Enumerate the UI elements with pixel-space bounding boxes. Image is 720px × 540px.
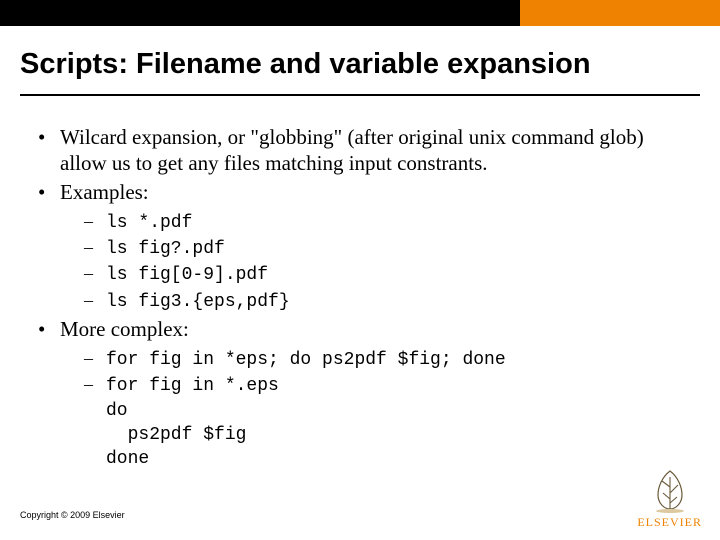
slide-body: Wilcard expansion, or "globbing" (after …	[38, 122, 686, 474]
bullet-text: Examples:	[60, 180, 149, 204]
title-underline	[20, 94, 700, 96]
copyright-text: Copyright © 2009 Elsevier	[20, 510, 125, 520]
list-item: ls fig3.{eps,pdf}	[84, 288, 686, 314]
tree-icon	[648, 467, 692, 513]
code-text: ls fig?.pdf	[106, 239, 225, 259]
code-text: for fig in *.eps	[106, 376, 279, 396]
code-text: ls *.pdf	[106, 213, 192, 233]
list-item: Examples: ls *.pdf ls fig?.pdf ls fig[0-…	[38, 179, 686, 314]
bullet-text: More complex:	[60, 317, 189, 341]
list-item: More complex: for fig in *eps; do ps2pdf…	[38, 316, 686, 472]
list-item: ls fig?.pdf	[84, 235, 686, 261]
code-text: ls fig[0-9].pdf	[106, 265, 268, 285]
list-item: for fig in *eps; do ps2pdf $fig; done	[84, 346, 686, 372]
logo-label: ELSEVIER	[637, 515, 702, 530]
code-block: do ps2pdf $fig done	[106, 399, 686, 472]
sub-list: ls *.pdf ls fig?.pdf ls fig[0-9].pdf ls …	[60, 209, 686, 314]
list-item: Wilcard expansion, or "globbing" (after …	[38, 124, 686, 177]
top-bar-accent	[520, 0, 720, 26]
code-text: ls fig3.{eps,pdf}	[106, 292, 290, 312]
list-item: ls *.pdf	[84, 209, 686, 235]
top-bar	[0, 0, 720, 26]
slide-title: Scripts: Filename and variable expansion	[20, 48, 700, 81]
list-item: ls fig[0-9].pdf	[84, 261, 686, 287]
slide: Scripts: Filename and variable expansion…	[0, 0, 720, 540]
bullet-list: Wilcard expansion, or "globbing" (after …	[38, 124, 686, 472]
publisher-logo: ELSEVIER	[637, 467, 702, 530]
title-wrap: Scripts: Filename and variable expansion	[20, 48, 700, 81]
sub-list: for fig in *eps; do ps2pdf $fig; done fo…	[60, 346, 686, 399]
list-item: for fig in *.eps	[84, 372, 686, 398]
bullet-text: Wilcard expansion, or "globbing" (after …	[60, 125, 644, 175]
code-text: for fig in *eps; do ps2pdf $fig; done	[106, 350, 506, 370]
